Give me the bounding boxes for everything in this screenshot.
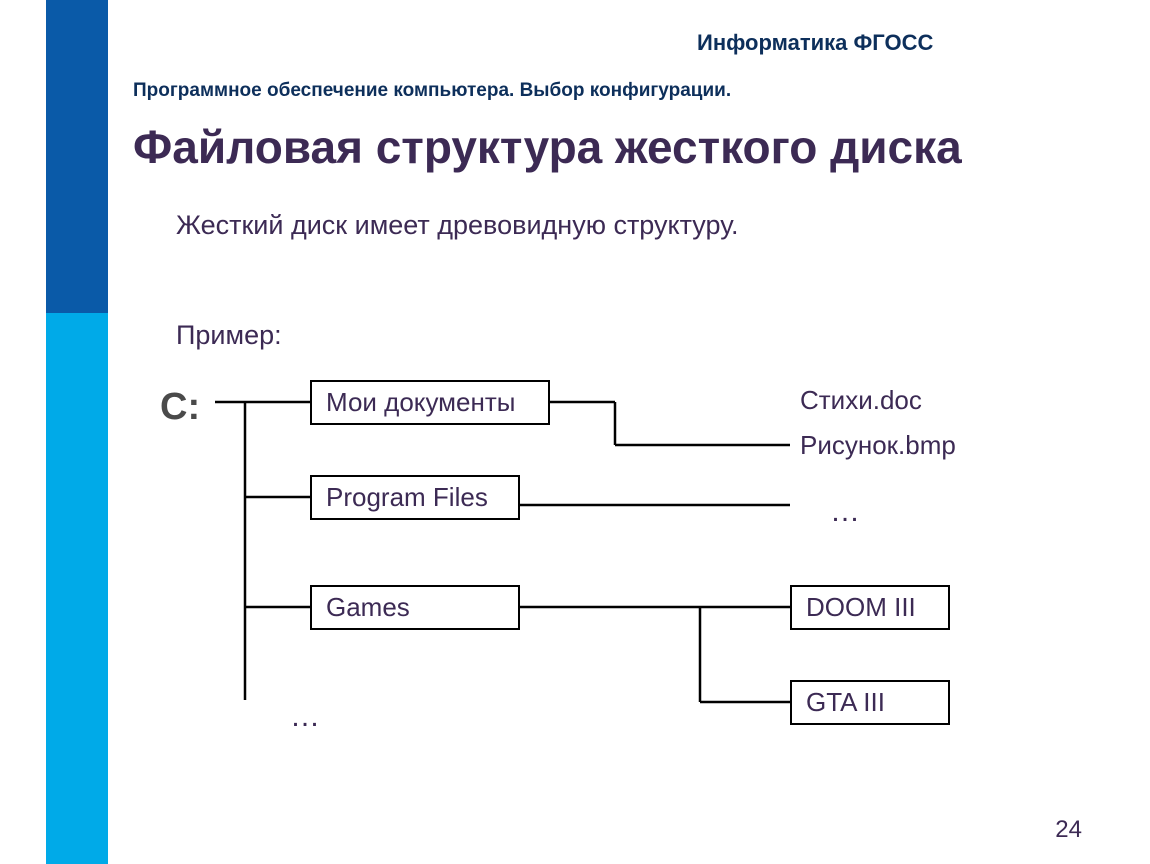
tree-connectors	[160, 380, 1120, 800]
breadcrumb: Программное обеспечение компьютера. Выбо…	[133, 80, 731, 102]
sidebar-accent-top	[46, 0, 108, 313]
tree-node-docs: Мои документы	[310, 380, 550, 425]
tree-ellipsis-root_ell: …	[290, 700, 320, 734]
description-text: Жесткий диск имеет древовидную структуру…	[176, 210, 739, 241]
tree-root-label: C:	[160, 386, 200, 429]
page-number: 24	[1055, 816, 1082, 844]
subject-label: Информатика ФГОСС	[697, 30, 933, 56]
tree-file-ris: Рисунок.bmp	[800, 430, 956, 461]
tree-node-gta: GTA III	[790, 680, 950, 725]
file-tree-diagram: C: Мои документы Program Files Games DOOM I…	[160, 380, 1120, 800]
tree-file-stihi: Стихи.doc	[800, 385, 922, 416]
example-label: Пример:	[176, 320, 282, 351]
tree-ellipsis-prog_ell: …	[830, 495, 860, 529]
tree-node-prog: Program Files	[310, 475, 520, 520]
tree-node-doom: DOOM III	[790, 585, 950, 630]
sidebar-accent-bottom	[46, 313, 108, 864]
page-title: Файловая структура жесткого диска	[133, 120, 962, 174]
tree-node-games: Games	[310, 585, 520, 630]
